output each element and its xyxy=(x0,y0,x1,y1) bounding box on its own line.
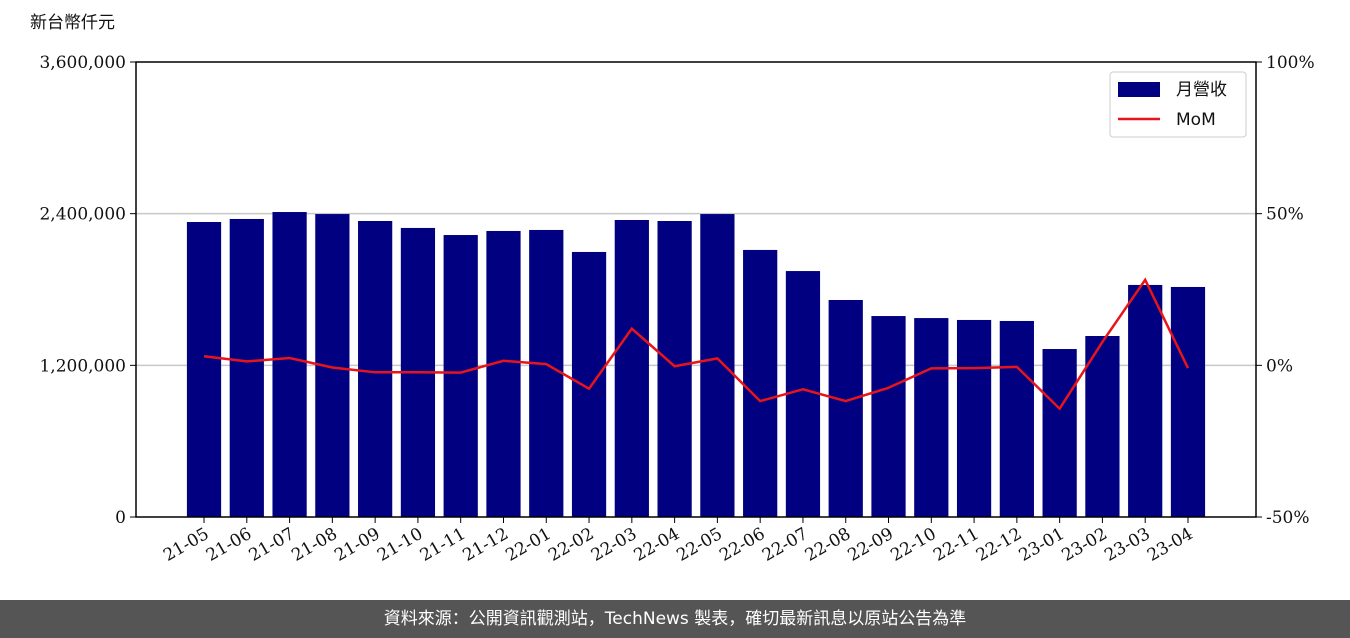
bar xyxy=(1128,284,1163,517)
x-tick-label: 22-10 xyxy=(887,524,939,566)
legend-label: MoM xyxy=(1176,110,1216,130)
x-tick-label: 22-05 xyxy=(673,524,725,566)
x-tick-label: 22-01 xyxy=(502,524,554,566)
legend-swatch xyxy=(1118,82,1160,97)
legend: 月營收 MoM xyxy=(1109,71,1247,138)
bar xyxy=(1085,336,1120,517)
y2-tick-label: 50% xyxy=(1266,205,1304,225)
bar xyxy=(186,222,222,517)
bar xyxy=(529,229,564,518)
x-tick-label: 22-07 xyxy=(759,524,811,566)
bar xyxy=(1170,286,1206,517)
x-tick-label: 21-10 xyxy=(374,524,426,566)
bar xyxy=(743,249,778,517)
footer: 資料來源：公開資訊觀測站，TechNews 製表，確切最新訊息以原站公告為準 xyxy=(0,600,1350,638)
x-tick-label: 22-04 xyxy=(631,524,683,566)
bar xyxy=(358,220,393,517)
plot-frame xyxy=(135,61,1257,518)
bar xyxy=(229,218,264,517)
bar xyxy=(956,319,992,517)
legend-label: 月營收 xyxy=(1176,80,1227,100)
x-tick-label: 23-03 xyxy=(1101,524,1153,566)
y-tick-label: 3,600,000 xyxy=(39,53,126,73)
x-tick-label: 22-12 xyxy=(973,524,1025,566)
y-tick-label: 1,200,000 xyxy=(39,356,126,376)
y2-tick-label: -50% xyxy=(1266,508,1310,528)
y-tick-label: 2,400,000 xyxy=(39,205,126,225)
bar xyxy=(571,251,607,517)
x-tick-label: 22-08 xyxy=(802,524,854,566)
bar xyxy=(657,220,692,517)
bar xyxy=(700,214,735,517)
x-tick-label: 22-09 xyxy=(845,524,897,566)
x-tick-label: 21-12 xyxy=(460,524,512,566)
bar xyxy=(871,316,906,517)
x-tick-label: 21-06 xyxy=(203,524,255,566)
x-tick-label: 21-08 xyxy=(288,524,340,566)
x-tick-label: 21-11 xyxy=(417,524,469,566)
x-tick-label: 23-02 xyxy=(1058,524,1110,566)
line xyxy=(203,277,1190,411)
x-tick-label: 22-06 xyxy=(716,524,768,566)
bar xyxy=(1042,349,1077,517)
x-tick-label: 23-01 xyxy=(1016,524,1068,566)
bar xyxy=(914,318,949,517)
y-tick-label: 0 xyxy=(115,508,126,528)
y-axis-label: 新台幣仟元 xyxy=(30,13,115,33)
bar xyxy=(486,230,521,518)
x-tick-label: 21-09 xyxy=(331,524,383,566)
x-tick-label: 22-02 xyxy=(545,524,597,566)
y2-tick-label: 100% xyxy=(1266,53,1315,73)
x-tick-label: 22-11 xyxy=(930,524,982,566)
x-tick-label: 21-05 xyxy=(160,524,212,566)
bar xyxy=(614,219,649,517)
x-tick-label: 23-04 xyxy=(1144,524,1196,566)
x-tick-label: 21-07 xyxy=(246,524,298,566)
bar xyxy=(828,299,863,517)
bar xyxy=(785,271,821,517)
y2-tick-label: 0% xyxy=(1266,356,1293,376)
bar xyxy=(272,212,307,517)
bar xyxy=(443,235,478,518)
bar xyxy=(999,320,1034,517)
chart: 新台幣仟元 0 1,200,000 2,400,000 3,600,000 -50% 0%… xyxy=(30,13,1315,566)
x-tick-label: 22-03 xyxy=(588,524,640,566)
